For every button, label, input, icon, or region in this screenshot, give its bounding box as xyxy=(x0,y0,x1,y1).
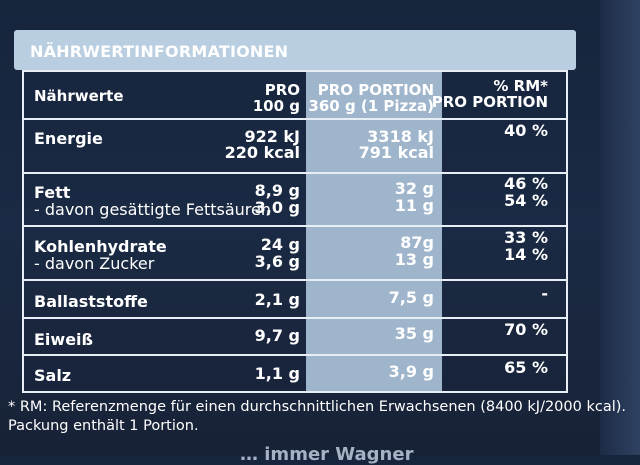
row-sugar-per100: 3,6 g xyxy=(254,252,300,271)
row-fiber-label: Ballaststoffe xyxy=(34,292,148,311)
section-title: NÄHRWERTINFORMATIONEN xyxy=(30,42,289,61)
row-fiber-rm: - xyxy=(541,284,548,303)
row-divider xyxy=(24,354,566,356)
row-divider xyxy=(24,225,566,227)
row-divider xyxy=(24,172,566,174)
row-protein-rm: 70 % xyxy=(504,320,548,339)
row-carbs-label: Kohlenhydrate xyxy=(34,237,167,256)
row-salt-per100: 1,1 g xyxy=(254,364,300,383)
header-rm-line2: PRO PORTION xyxy=(431,93,548,111)
row-energy-label: Energie xyxy=(34,129,103,148)
row-protein-portion: 35 g xyxy=(394,324,434,343)
header-nutrients: Nährwerte xyxy=(34,87,124,105)
portion-column-highlight xyxy=(306,72,442,391)
row-satfat-rm: 54 % xyxy=(504,191,548,210)
nutrition-table: Nährwerte PRO 100 g PRO PORTION 360 g (1… xyxy=(22,70,568,393)
row-sugar-rm: 14 % xyxy=(504,245,548,264)
row-divider xyxy=(24,317,566,319)
footnote: * RM: Referenzmenge für einen durchschni… xyxy=(8,398,626,436)
row-carbs-sublabel: - davon Zucker xyxy=(34,254,155,273)
header-portion-line2: 360 g (1 Pizza) xyxy=(308,97,434,115)
header-portion-line1: PRO PORTION xyxy=(317,81,434,99)
row-energy-portion-kj: 3318 kJ xyxy=(367,127,434,146)
row-satfat-portion: 11 g xyxy=(394,196,434,215)
row-protein-label: Eiweiß xyxy=(34,330,94,349)
row-salt-rm: 65 % xyxy=(504,358,548,377)
header-per100-line1: PRO xyxy=(264,81,300,99)
row-salt-portion: 3,9 g xyxy=(388,362,434,381)
footnote-reference: * RM: Referenzmenge für einen durchschni… xyxy=(8,399,627,415)
row-energy-portion-kcal: 791 kcal xyxy=(358,143,434,162)
row-energy-per100-kcal: 220 kcal xyxy=(224,143,300,162)
row-divider xyxy=(24,118,566,120)
row-fat-label: Fett xyxy=(34,183,71,202)
section-header-band xyxy=(14,30,576,70)
header-rm-line1: % RM* xyxy=(493,77,548,95)
row-fat-rm: 46 % xyxy=(504,174,548,193)
row-carbs-per100: 24 g xyxy=(260,235,300,254)
row-fat-sublabel: - davon gesättigte Fettsäuren xyxy=(34,200,272,219)
row-divider xyxy=(24,279,566,281)
footnote-portion-info: Packung enthält 1 Portion. xyxy=(8,418,199,434)
row-carbs-portion: 87g xyxy=(400,233,434,252)
row-protein-per100: 9,7 g xyxy=(254,326,300,345)
row-fat-per100: 8,9 g xyxy=(254,181,300,200)
row-energy-rm: 40 % xyxy=(504,121,548,140)
header-per100-line2: 100 g xyxy=(252,97,300,115)
row-fiber-portion: 7,5 g xyxy=(388,288,434,307)
row-fat-portion: 32 g xyxy=(394,179,434,198)
row-sugar-portion: 13 g xyxy=(394,250,434,269)
row-energy-per100-kj: 922 kJ xyxy=(244,127,300,146)
row-fiber-per100: 2,1 g xyxy=(254,290,300,309)
row-salt-label: Salz xyxy=(34,366,72,385)
row-satfat-per100: 3,0 g xyxy=(254,198,300,217)
row-carbs-rm: 33 % xyxy=(504,228,548,247)
package-edge xyxy=(600,0,640,455)
